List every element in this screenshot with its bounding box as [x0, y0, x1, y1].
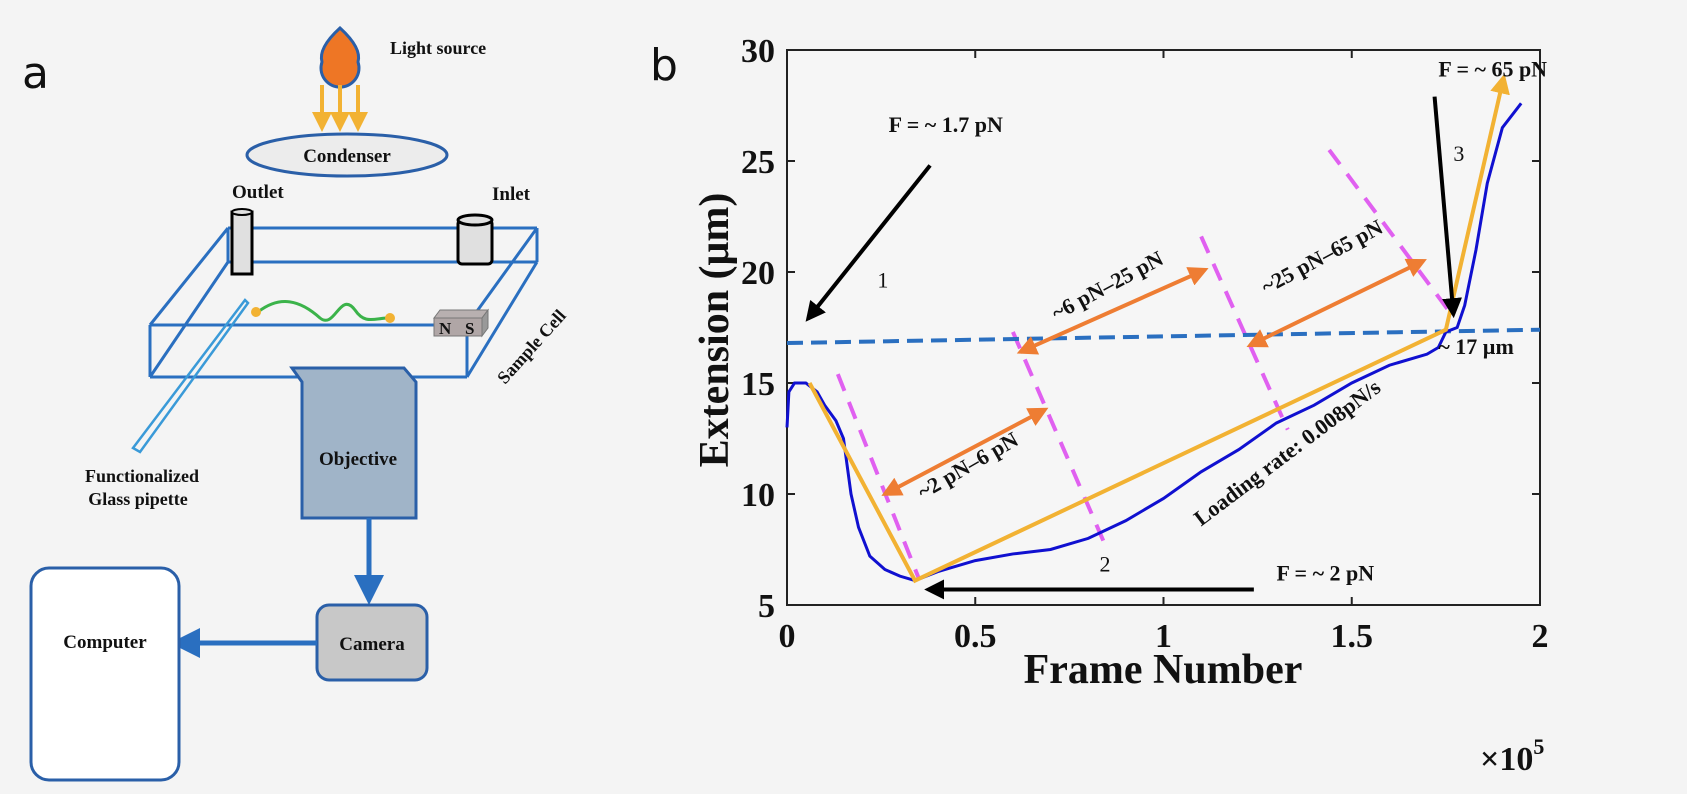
- step-number-label: 3: [1453, 141, 1464, 166]
- x-axis-label: Frame Number: [1024, 647, 1303, 693]
- magnet-n-label: N: [439, 319, 452, 338]
- computer-label: Computer: [63, 632, 147, 653]
- step-number-label: 1: [877, 268, 888, 293]
- y-tick-label: 10: [741, 477, 775, 514]
- bead-left: [251, 307, 261, 317]
- x-tick-label: 2: [1532, 618, 1549, 655]
- panel-b-label: b: [650, 40, 678, 91]
- force-boundary-dashed-line: [1327, 148, 1452, 314]
- y-tick-label: 15: [741, 366, 775, 403]
- x-multiplier: ×105: [1480, 734, 1544, 778]
- magnet-s-label: S: [465, 319, 474, 338]
- sample-cell-box: [148, 226, 539, 379]
- light-rays-icon: [312, 85, 368, 132]
- magnet: [433, 308, 489, 338]
- x-tick-label: 0: [779, 618, 796, 655]
- inlet-label: Inlet: [492, 184, 531, 205]
- force-range-double-arrow: [1016, 267, 1209, 355]
- camera-label: Camera: [339, 634, 405, 655]
- y-tick-label: 20: [741, 255, 775, 292]
- force-boundary-dashed-line: [835, 373, 921, 580]
- y-axis: 5 10 15 20 25 30: [741, 33, 1540, 625]
- condenser-lens: [245, 132, 449, 178]
- panel-b-chart: b 0 0.5 1 1.5 2 5 10 15 20 25 30 Frame Number ×10…: [650, 33, 1549, 778]
- force-range-double-arrow: [1246, 258, 1427, 348]
- force-annotation-arrow: [805, 164, 932, 322]
- dna-tether: [257, 300, 389, 322]
- y-tick-label: 5: [758, 588, 775, 625]
- force-range-double-arrow: [881, 407, 1049, 496]
- panel-a-label: a: [22, 48, 49, 99]
- step-number-label: 2: [1099, 552, 1110, 577]
- y-tick-label: 30: [741, 33, 775, 70]
- x-tick-label: 0.5: [954, 618, 997, 655]
- pipette-label-line1: Functionalized: [85, 466, 199, 486]
- x-axis: 0 0.5 1 1.5 2: [779, 50, 1549, 655]
- glass-pipette: [131, 298, 250, 454]
- force-annotation-label: F = ~ 65 pN: [1438, 57, 1547, 82]
- loading-path-line: [807, 73, 1510, 584]
- bead-right: [385, 313, 395, 323]
- force-annotation-arrow: [1432, 96, 1462, 319]
- extension-trace: [785, 102, 1523, 583]
- force-annotation-label: F = ~ 2 pN: [1276, 561, 1374, 586]
- outlet-label: Outlet: [232, 182, 284, 203]
- y-axis-label: Extension (μm): [692, 193, 738, 468]
- x-tick-label: 1.5: [1331, 618, 1374, 655]
- inlet-tube: [456, 213, 494, 266]
- force-annotation-label: F = ~ 1.7 pN: [889, 112, 1003, 137]
- x-tick-label: 1: [1155, 618, 1172, 655]
- panel-a-setup-diagram: a Light source Condenser Outlet Inlet: [22, 25, 570, 782]
- light-source-label: Light source: [390, 38, 486, 58]
- pipette-label-line2: Glass pipette: [88, 489, 188, 509]
- computer-box: [29, 566, 181, 782]
- outlet-tube: [230, 208, 254, 276]
- extension-value-label: ~ 17 µm: [1438, 334, 1513, 359]
- y-tick-label: 25: [741, 144, 775, 181]
- condenser-label: Condenser: [303, 146, 391, 167]
- objective-lens: [289, 366, 418, 520]
- light-source-icon: [319, 25, 361, 89]
- objective-label: Objective: [319, 449, 397, 470]
- force-boundary-dashed-line: [1011, 331, 1106, 542]
